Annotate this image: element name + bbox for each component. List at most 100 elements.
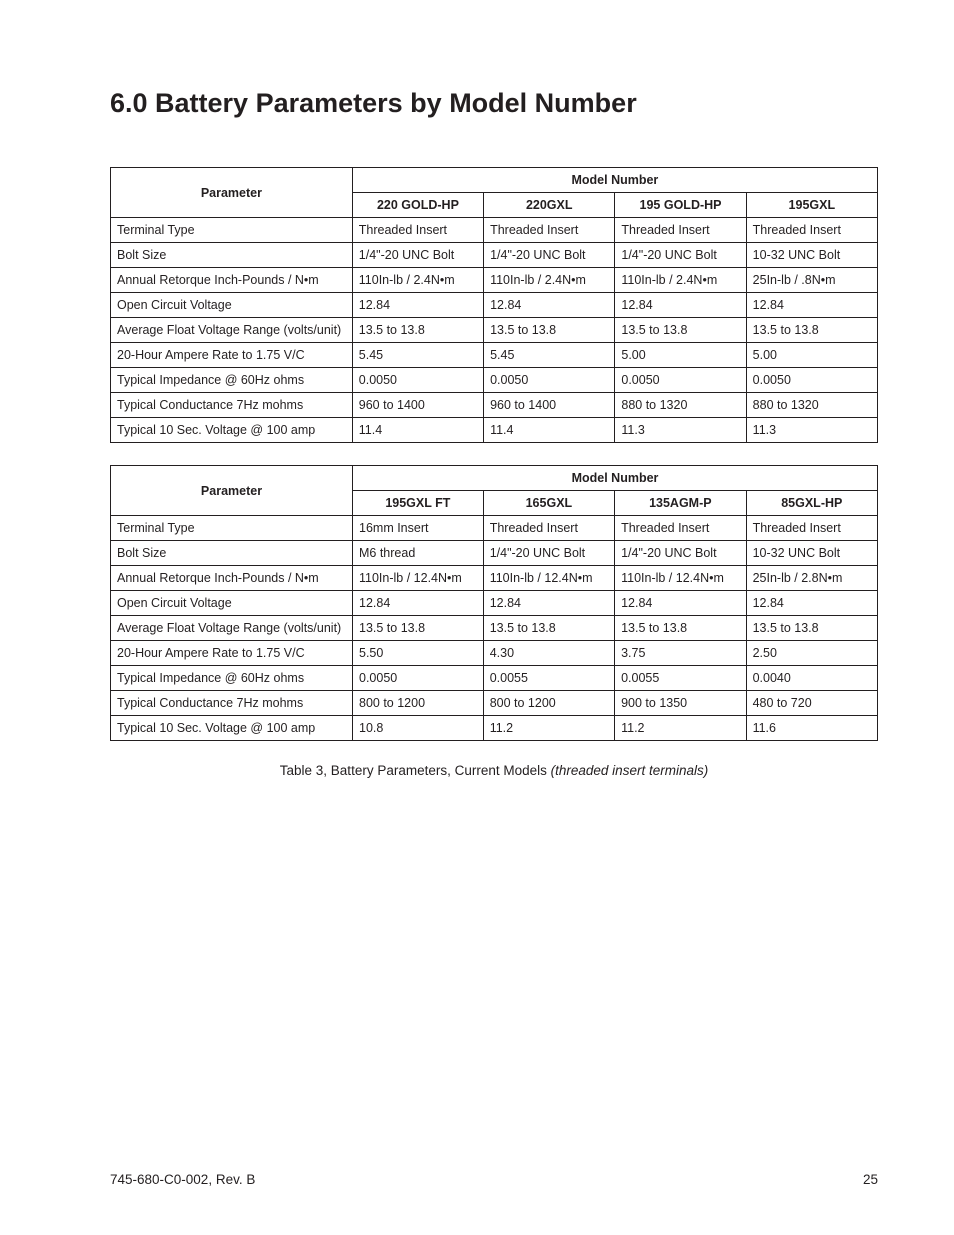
value-cell: 110In-lb / 2.4N•m	[484, 268, 615, 293]
value-cell: 11.4	[352, 418, 483, 443]
value-cell: 0.0050	[353, 666, 484, 691]
value-cell: 12.84	[353, 591, 484, 616]
value-cell: 110In-lb / 2.4N•m	[615, 268, 746, 293]
value-cell: 11.2	[483, 716, 614, 741]
value-cell: 3.75	[615, 641, 746, 666]
model-header: 195 GOLD-HP	[615, 193, 746, 218]
value-cell: 16mm Insert	[353, 516, 484, 541]
parameter-cell: Terminal Type	[111, 218, 353, 243]
model-header: 195GXL FT	[353, 491, 484, 516]
value-cell: Threaded Insert	[352, 218, 483, 243]
value-cell: 0.0040	[746, 666, 877, 691]
page-footer: 745-680-C0-002, Rev. B 25	[110, 1172, 878, 1187]
parameter-cell: Annual Retorque Inch-Pounds / N•m	[111, 268, 353, 293]
model-header: 220 GOLD-HP	[352, 193, 483, 218]
value-cell: 25In-lb / 2.8N•m	[746, 566, 877, 591]
table-row: 20-Hour Ampere Rate to 1.75 V/C5.504.303…	[111, 641, 878, 666]
table-row: Annual Retorque Inch-Pounds / N•m110In-l…	[111, 566, 878, 591]
value-cell: 11.2	[615, 716, 746, 741]
value-cell: 12.84	[746, 293, 877, 318]
value-cell: 0.0055	[483, 666, 614, 691]
model-header: 165GXL	[483, 491, 614, 516]
value-cell: Threaded Insert	[746, 516, 877, 541]
parameter-cell: Typical Conductance 7Hz mohms	[111, 691, 353, 716]
parameter-cell: Open Circuit Voltage	[111, 293, 353, 318]
value-cell: 12.84	[615, 591, 746, 616]
caption-italic: (threaded insert terminals)	[551, 763, 709, 778]
value-cell: 1/4"-20 UNC Bolt	[615, 243, 746, 268]
value-cell: Threaded Insert	[615, 516, 746, 541]
value-cell: 5.45	[484, 343, 615, 368]
value-cell: 1/4"-20 UNC Bolt	[483, 541, 614, 566]
table2-body: Terminal Type16mm InsertThreaded InsertT…	[111, 516, 878, 741]
value-cell: 110In-lb / 12.4N•m	[353, 566, 484, 591]
value-cell: 1/4"-20 UNC Bolt	[615, 541, 746, 566]
value-cell: Threaded Insert	[484, 218, 615, 243]
value-cell: 25In-lb / .8N•m	[746, 268, 877, 293]
table-row: Typical 10 Sec. Voltage @ 100 amp11.411.…	[111, 418, 878, 443]
model-header: 220GXL	[484, 193, 615, 218]
value-cell: 12.84	[352, 293, 483, 318]
value-cell: 11.3	[615, 418, 746, 443]
value-cell: 110In-lb / 12.4N•m	[615, 566, 746, 591]
value-cell: 480 to 720	[746, 691, 877, 716]
value-cell: 880 to 1320	[746, 393, 877, 418]
value-cell: 13.5 to 13.8	[615, 318, 746, 343]
value-cell: 5.45	[352, 343, 483, 368]
parameter-cell: Typical Impedance @ 60Hz ohms	[111, 368, 353, 393]
value-cell: 5.50	[353, 641, 484, 666]
value-cell: 13.5 to 13.8	[615, 616, 746, 641]
value-cell: 800 to 1200	[353, 691, 484, 716]
table-row: Bolt Size1/4"-20 UNC Bolt1/4"-20 UNC Bol…	[111, 243, 878, 268]
value-cell: 11.6	[746, 716, 877, 741]
value-cell: 12.84	[615, 293, 746, 318]
model-header: 85GXL-HP	[746, 491, 877, 516]
parameter-cell: Typical 10 Sec. Voltage @ 100 amp	[111, 418, 353, 443]
value-cell: 10-32 UNC Bolt	[746, 541, 877, 566]
parameter-cell: 20-Hour Ampere Rate to 1.75 V/C	[111, 343, 353, 368]
value-cell: 12.84	[746, 591, 877, 616]
table-row: Annual Retorque Inch-Pounds / N•m 110In-l…	[111, 268, 878, 293]
value-cell: 0.0055	[615, 666, 746, 691]
parameter-cell: 20-Hour Ampere Rate to 1.75 V/C	[111, 641, 353, 666]
parameter-cell: Annual Retorque Inch-Pounds / N•m	[111, 566, 353, 591]
parameter-cell: Open Circuit Voltage	[111, 591, 353, 616]
parameter-cell: Typical Impedance @ 60Hz ohms	[111, 666, 353, 691]
value-cell: 12.84	[483, 591, 614, 616]
value-cell: Threaded Insert	[746, 218, 877, 243]
table-row: Terminal TypeThreaded InsertThreaded Ins…	[111, 218, 878, 243]
value-cell: M6 thread	[353, 541, 484, 566]
value-cell: 10-32 UNC Bolt	[746, 243, 877, 268]
value-cell: 5.00	[746, 343, 877, 368]
caption-main: Table 3, Battery Parameters, Current Mod…	[280, 763, 551, 778]
parameter-cell: Average Float Voltage Range (volts/unit)	[111, 616, 353, 641]
table-row: Typical Impedance @ 60Hz ohms0.00500.005…	[111, 368, 878, 393]
value-cell: 13.5 to 13.8	[353, 616, 484, 641]
table-row: Average Float Voltage Range (volts/unit)…	[111, 318, 878, 343]
value-cell: 11.4	[484, 418, 615, 443]
value-cell: 12.84	[484, 293, 615, 318]
model-header: 135AGM-P	[615, 491, 746, 516]
footer-doc-id: 745-680-C0-002, Rev. B	[110, 1172, 255, 1187]
section-heading: 6.0 Battery Parameters by Model Number	[110, 88, 878, 119]
value-cell: 2.50	[746, 641, 877, 666]
table-row: Open Circuit Voltage12.8412.8412.8412.84	[111, 591, 878, 616]
parameter-cell: Typical Conductance 7Hz mohms	[111, 393, 353, 418]
table-row: 20-Hour Ampere Rate to 1.75 V/C5.455.455…	[111, 343, 878, 368]
value-cell: 0.0050	[615, 368, 746, 393]
table-row: Terminal Type16mm InsertThreaded InsertT…	[111, 516, 878, 541]
value-cell: 1/4"-20 UNC Bolt	[484, 243, 615, 268]
value-cell: 10.8	[353, 716, 484, 741]
table-row: Average Float Voltage Range (volts/unit)…	[111, 616, 878, 641]
table-row: Open Circuit Voltage12.8412.8412.8412.84	[111, 293, 878, 318]
footer-page-number: 25	[863, 1172, 878, 1187]
value-cell: 110In-lb / 12.4N•m	[483, 566, 614, 591]
header-model-number: Model Number	[352, 168, 877, 193]
value-cell: 4.30	[483, 641, 614, 666]
value-cell: 0.0050	[352, 368, 483, 393]
value-cell: 900 to 1350	[615, 691, 746, 716]
model-header: 195GXL	[746, 193, 877, 218]
value-cell: 0.0050	[746, 368, 877, 393]
value-cell: 0.0050	[484, 368, 615, 393]
value-cell: 11.3	[746, 418, 877, 443]
